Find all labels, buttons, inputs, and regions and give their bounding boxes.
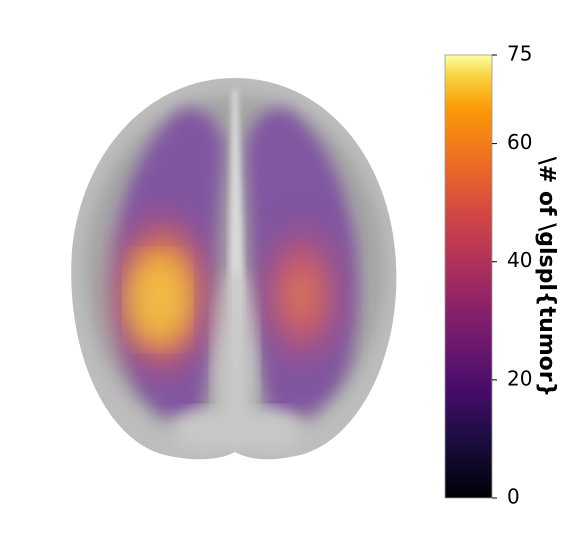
colorbar-tick-label: 60: [507, 130, 532, 154]
colorbar-tick-label: 75: [507, 42, 532, 66]
colorbar-tick-label: 0: [507, 485, 520, 509]
colorbar-tick-label: 20: [507, 366, 532, 390]
colorbar-tick-label: 40: [507, 248, 532, 272]
colorbar: [444, 54, 493, 499]
brain-image: [71, 78, 397, 460]
colorbar-label: \# of \glspl{tumor}: [534, 157, 559, 398]
